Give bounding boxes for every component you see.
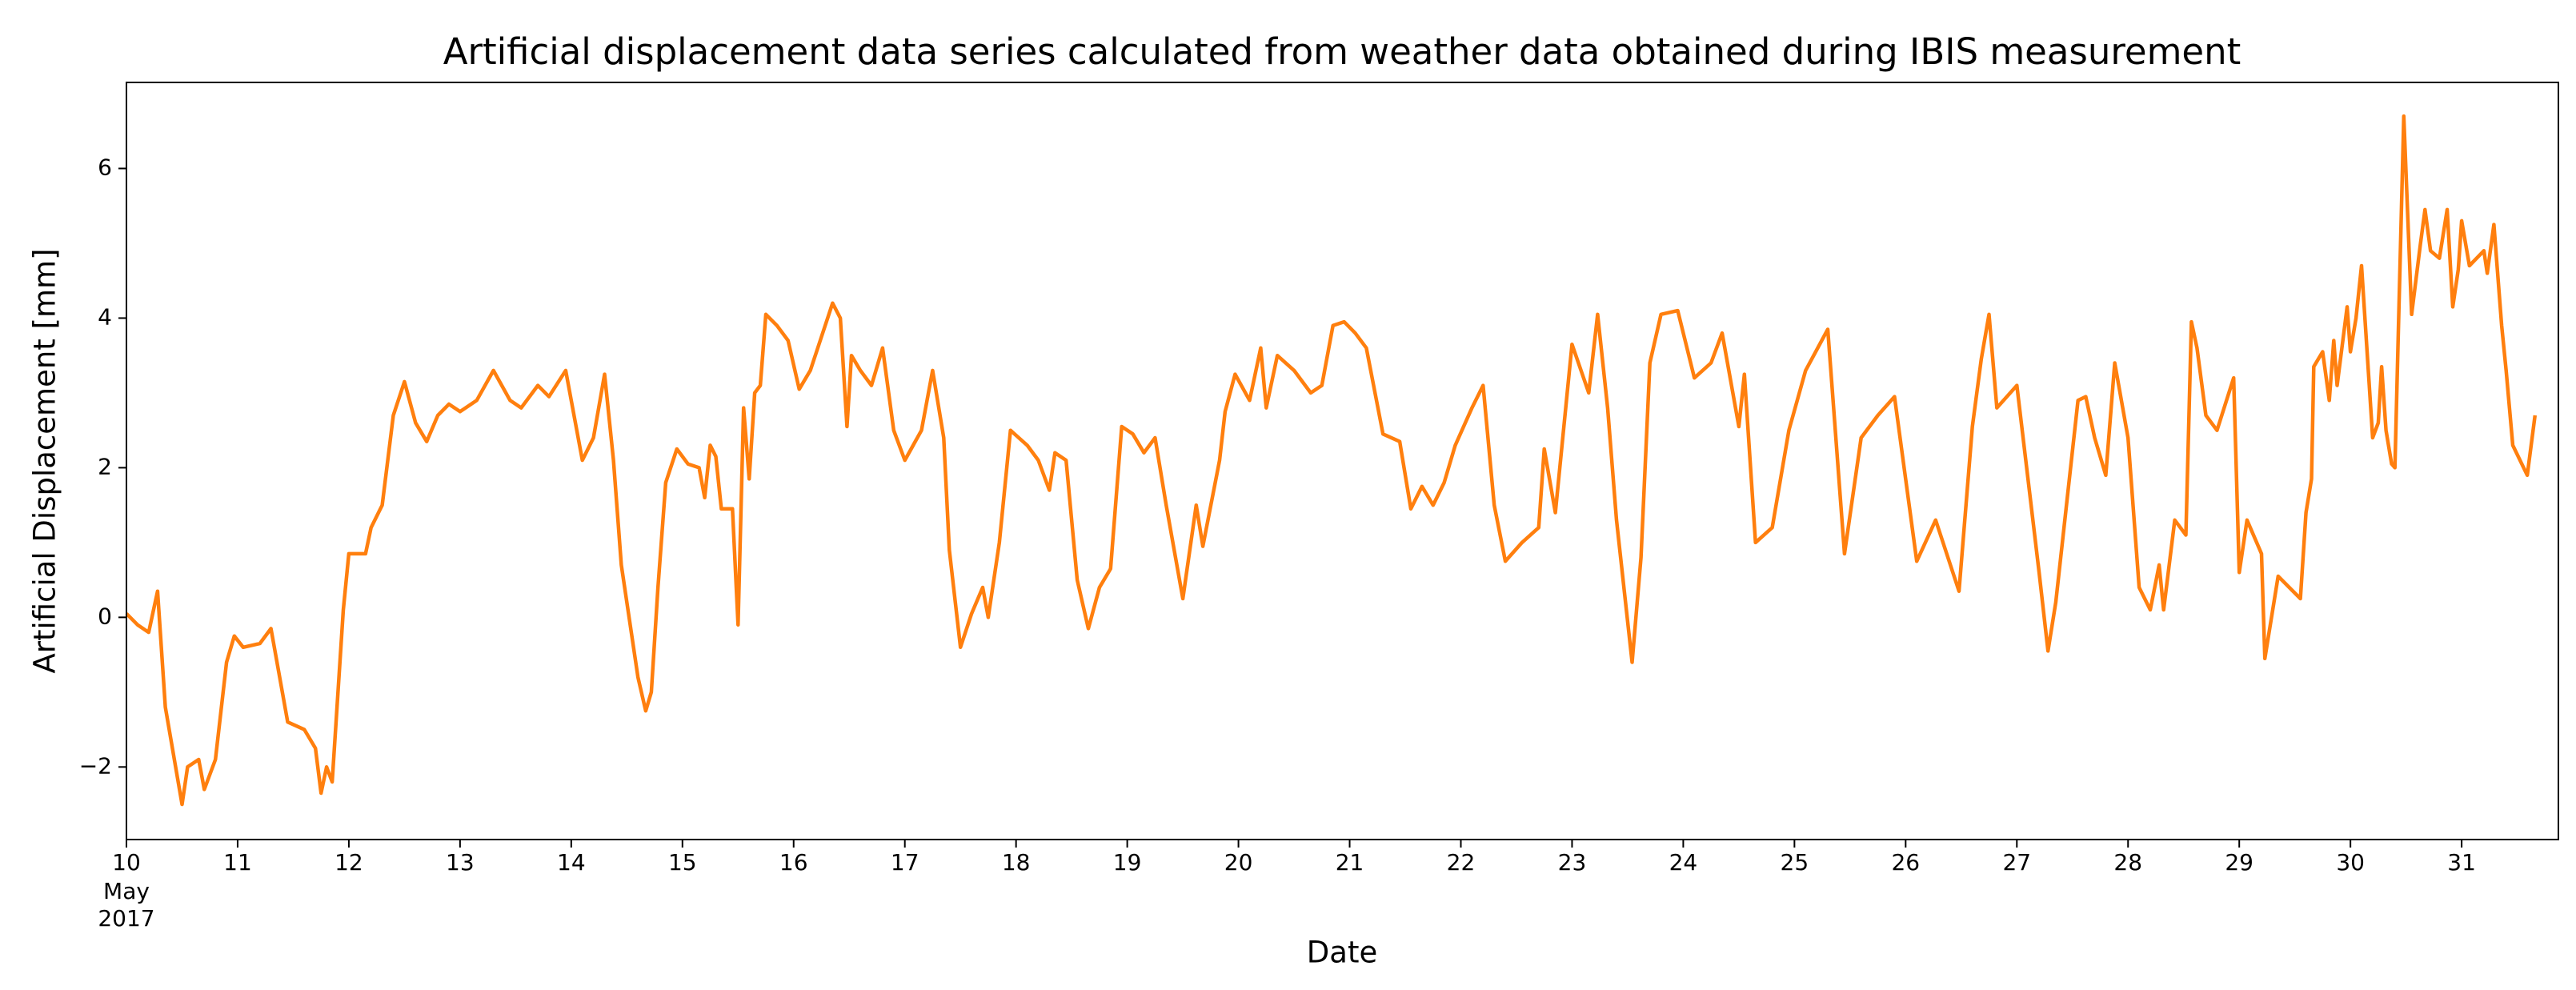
- x-tick-label: 16: [779, 849, 808, 876]
- x-tick-label: 14: [557, 849, 586, 876]
- x-tick-label: 30: [2336, 849, 2365, 876]
- data-line: [125, 114, 2538, 807]
- x-tick-label: 26: [1891, 849, 1920, 876]
- x-tick-label: 11: [223, 849, 252, 876]
- x-tick-label: 12: [335, 849, 363, 876]
- y-tick-label: 6: [98, 154, 112, 181]
- x-tick-label: 28: [2113, 849, 2142, 876]
- y-tick-label: −2: [79, 752, 112, 779]
- x-tick-label: 31: [2447, 849, 2476, 876]
- x-tick-label: 18: [1002, 849, 1031, 876]
- chart-title: Artificial displacement data series calc…: [443, 30, 2241, 73]
- x-tick-sublabel: May: [103, 878, 150, 904]
- x-tick-label: 23: [1558, 849, 1587, 876]
- x-tick-label: 20: [1224, 849, 1253, 876]
- x-tick-label: 29: [2225, 849, 2253, 876]
- y-tick-label: 0: [98, 603, 112, 629]
- plot-frame: [126, 82, 2559, 840]
- x-tick-label: 15: [668, 849, 697, 876]
- x-tick-label: 10: [112, 849, 141, 876]
- x-tick-label: 17: [891, 849, 919, 876]
- x-axis-label: Date: [1307, 936, 1377, 970]
- x-tick-label: 25: [1781, 849, 1809, 876]
- y-tick-label: 2: [98, 453, 112, 479]
- y-axis-label: Artificial Displacement [mm]: [28, 248, 62, 673]
- y-tick-label: 4: [98, 303, 112, 330]
- x-tick-sublabel: 2017: [98, 905, 154, 932]
- x-tick-label: 24: [1669, 849, 1698, 876]
- x-tick-label: 21: [1336, 849, 1364, 876]
- x-tick-label: 13: [446, 849, 475, 876]
- x-tick-label: 19: [1113, 849, 1142, 876]
- x-tick-label: 27: [2002, 849, 2031, 876]
- x-tick-label: 22: [1447, 849, 1476, 876]
